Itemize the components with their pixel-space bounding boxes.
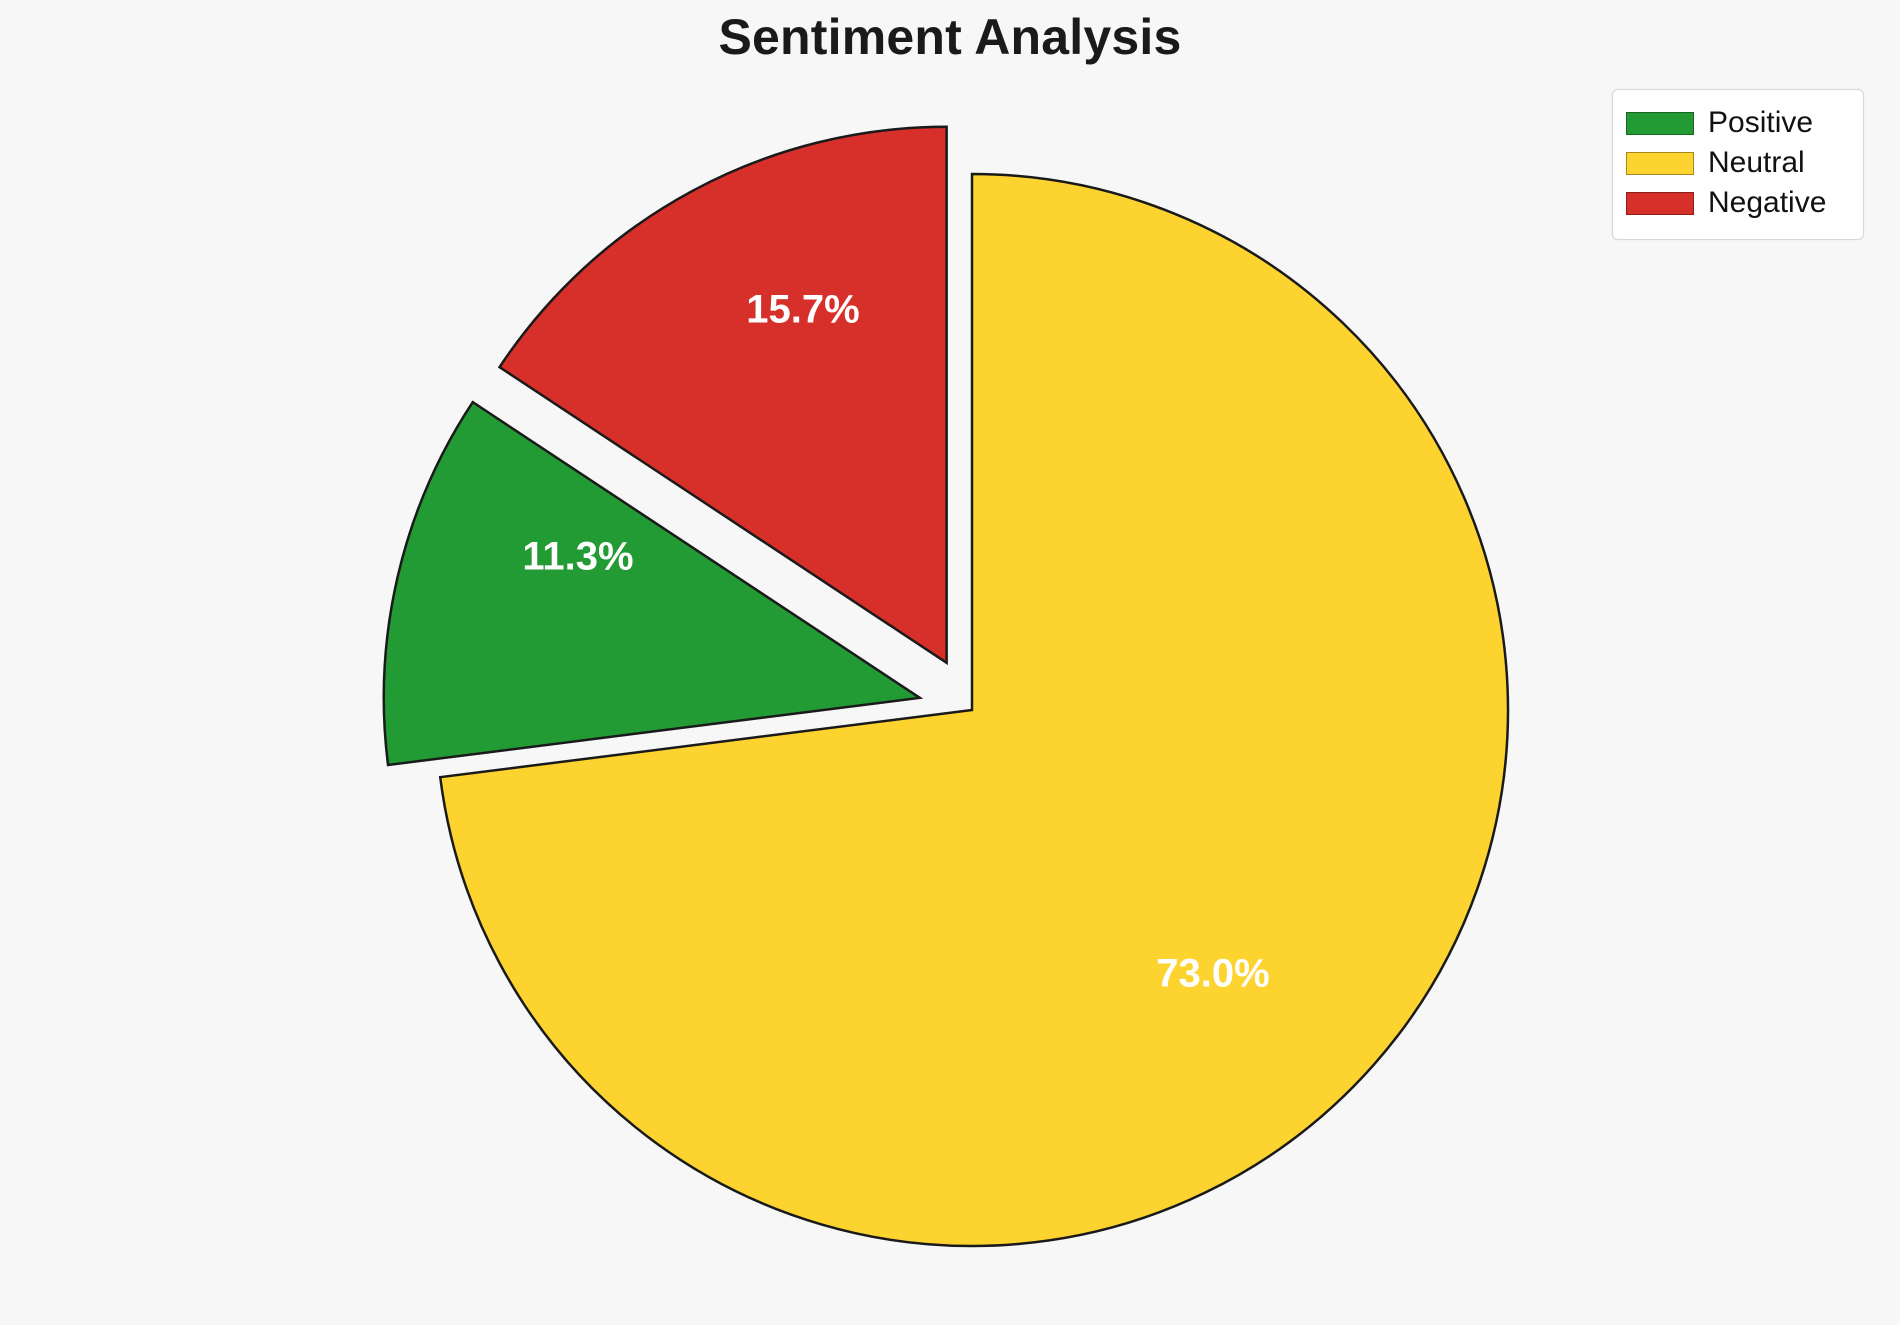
svg-text:15.7%: 15.7%	[746, 288, 859, 332]
svg-text:73.0%: 73.0%	[1156, 952, 1269, 996]
svg-text:11.3%: 11.3%	[522, 535, 633, 579]
